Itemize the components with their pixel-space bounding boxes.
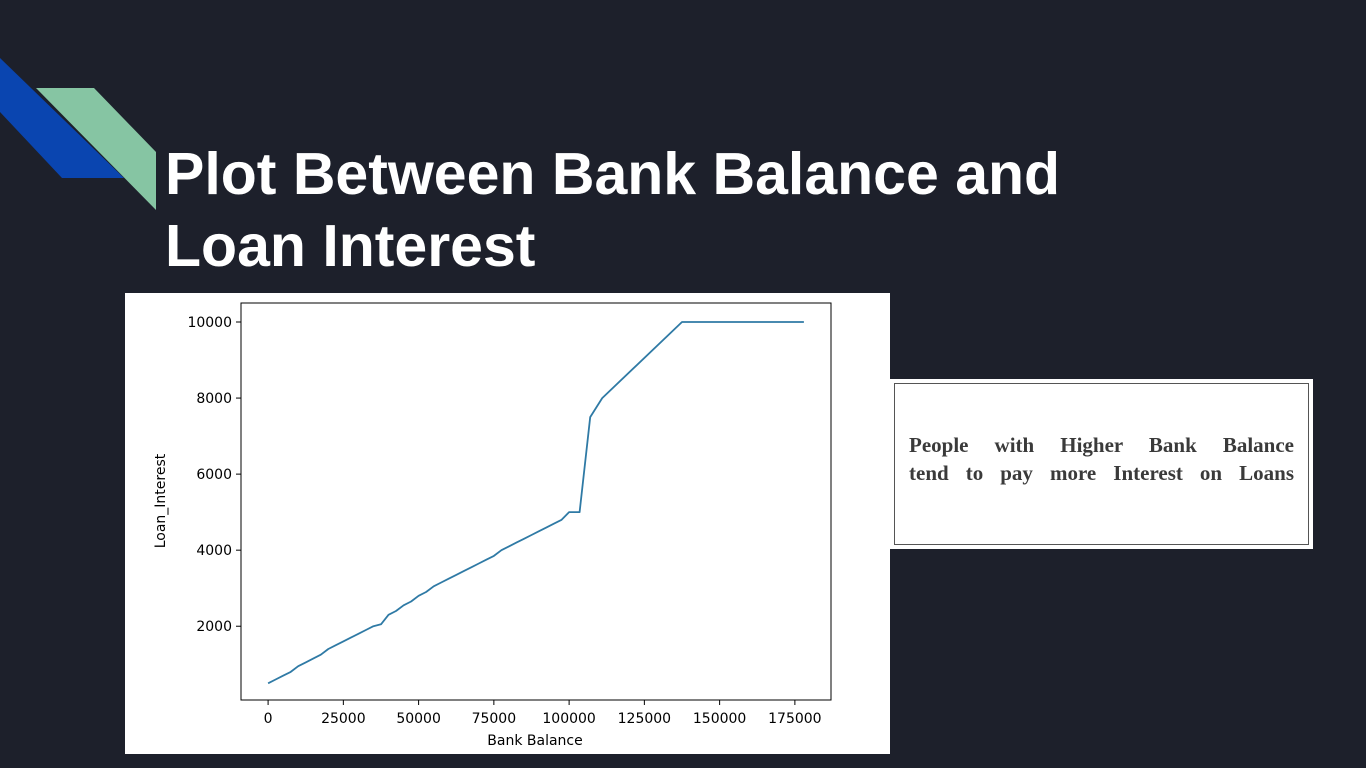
line-chart: 0 25000 50000 75000 100000 125000 150000 175000… [153, 302, 832, 749]
x-axis-label: Bank Balance [487, 733, 582, 749]
plot-frame [240, 302, 832, 701]
note-line-1: People with Higher Bank Balance [909, 433, 1294, 457]
y-axis-label: Loan_Interest [153, 453, 169, 548]
y-axis-ticks: 2000 4000 6000 8000 10000 [187, 315, 241, 635]
x-axis-ticks: 0 25000 50000 75000 100000 125000 150000 175000 [264, 700, 822, 727]
x-tick-label: 100000 [542, 711, 595, 727]
y-tick-label: 10000 [187, 315, 232, 331]
blue-ribbon [0, 58, 124, 178]
note-line-2: tend to pay more Interest on Loans [909, 461, 1294, 485]
corner-decoration [0, 58, 156, 210]
x-tick-label: 50000 [396, 711, 441, 727]
y-tick-label: 6000 [196, 467, 232, 483]
y-tick-label: 8000 [196, 391, 232, 407]
y-tick-label: 4000 [196, 543, 232, 559]
x-tick-label: 25000 [321, 711, 366, 727]
x-tick-label: 0 [264, 711, 273, 727]
note-box: People with Higher Bank Balance tend to … [890, 379, 1313, 549]
chart-panel: 0 25000 50000 75000 100000 125000 150000 175000… [125, 293, 890, 754]
x-tick-label: 150000 [693, 711, 746, 727]
y-tick-label: 2000 [196, 619, 232, 635]
x-tick-label: 75000 [472, 711, 517, 727]
slide-title-line-2: Loan Interest [165, 213, 536, 279]
note-frame: People with Higher Bank Balance tend to … [894, 383, 1309, 545]
series-line [267, 321, 804, 685]
slide-title: Plot Between Bank Balance and Loan Inter… [165, 138, 1165, 282]
slide-title-line-1: Plot Between Bank Balance and [165, 141, 1061, 207]
green-ribbon [36, 88, 156, 210]
x-tick-label: 175000 [768, 711, 821, 727]
x-tick-label: 125000 [618, 711, 671, 727]
